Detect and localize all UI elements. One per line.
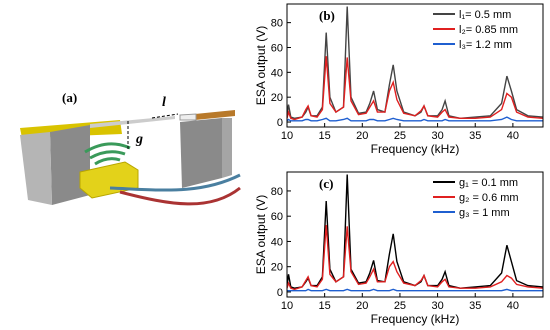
legend-label: g₃ = 1 mm xyxy=(459,207,510,219)
sound-waves xyxy=(84,142,131,166)
series-line xyxy=(287,56,543,121)
block-left xyxy=(50,125,90,205)
x-axis-title: Frequency (kHz) xyxy=(371,142,460,156)
panel-label: (c) xyxy=(319,176,333,191)
gap-label: l xyxy=(162,95,166,110)
cable-blue xyxy=(109,173,241,192)
setup-diagram: (a) l g xyxy=(20,90,241,206)
x-tick-label: 25 xyxy=(394,300,406,312)
plot-lines xyxy=(287,6,543,122)
y-tick-label: 20 xyxy=(271,262,283,274)
x-tick-label: 30 xyxy=(431,130,443,142)
x-tick-label: 40 xyxy=(507,130,519,142)
x-tick-label: 35 xyxy=(469,130,481,142)
panel-label: (a) xyxy=(62,90,77,105)
y-tick-label: 40 xyxy=(271,67,283,79)
y-tick-label: 20 xyxy=(271,92,283,104)
x-tick-label: 30 xyxy=(431,300,443,312)
block-right xyxy=(180,118,222,188)
series-line xyxy=(287,288,543,292)
l-arrow xyxy=(151,113,179,119)
panel-label: (b) xyxy=(319,8,335,23)
cable-red xyxy=(119,186,241,206)
block-left-side xyxy=(20,132,52,205)
x-axis-title: Frequency (kHz) xyxy=(371,312,460,326)
plot-frame xyxy=(286,3,544,128)
x-tick-label: 15 xyxy=(319,130,331,142)
height-label: g xyxy=(135,132,143,147)
plot-lines xyxy=(287,174,543,292)
legend-label: l₃= 1.2 mm xyxy=(459,39,512,51)
y-tick-label: 80 xyxy=(271,18,283,30)
legend-label: l₂= 0.85 mm xyxy=(459,24,518,36)
series-line xyxy=(287,224,543,291)
y-tick-label: 60 xyxy=(271,42,283,54)
fiber-right xyxy=(195,110,235,120)
x-tick-label: 25 xyxy=(394,130,406,142)
legend-label: g₂ = 0.6 mm xyxy=(459,192,519,204)
y-tick-label: 80 xyxy=(271,186,283,198)
line-chart: 10 15 20 25 30 35 40 0 20 40 60 80 Frequency (kHz) ES… xyxy=(254,3,544,156)
legend-label: l₁= 0.5 mm xyxy=(459,9,511,21)
block-right-side xyxy=(222,118,232,178)
legend-label: g₁ = 0.1 mm xyxy=(459,177,518,189)
x-tick-label: 35 xyxy=(469,300,481,312)
x-tick-label: 15 xyxy=(319,300,331,312)
x-tick-label: 20 xyxy=(356,130,368,142)
series-line xyxy=(287,116,543,122)
fiber-end xyxy=(179,113,197,121)
y-tick-label: 60 xyxy=(271,211,283,223)
plot-frame xyxy=(286,171,544,298)
y-tick-label: 40 xyxy=(271,236,283,248)
x-tick-label: 10 xyxy=(281,300,293,312)
x-tick-label: 20 xyxy=(356,300,368,312)
x-tick-label: 40 xyxy=(507,300,519,312)
y-tick-label: 0 xyxy=(277,117,283,129)
y-axis-title: ESA output (V) xyxy=(254,26,268,105)
y-tick-label: 0 xyxy=(277,287,283,299)
fiber-tip xyxy=(90,116,175,128)
line-chart: 10 15 20 25 30 35 40 0 20 40 60 80 Frequency (kHz) ES… xyxy=(254,171,544,326)
x-tick-label: 10 xyxy=(281,130,293,142)
y-axis-title: ESA output (V) xyxy=(254,195,268,274)
